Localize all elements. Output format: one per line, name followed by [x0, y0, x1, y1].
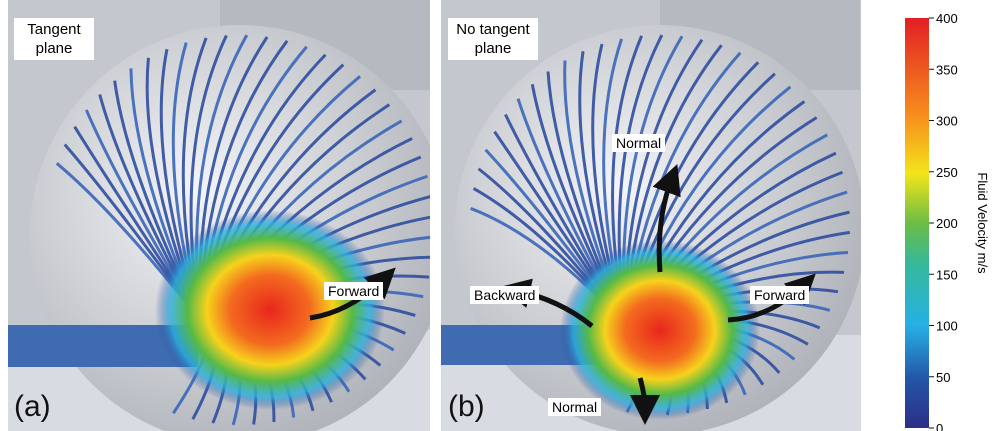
colorbar — [905, 18, 929, 428]
annotation: Forward — [750, 286, 809, 304]
panel-label: (a) — [14, 390, 51, 424]
colorbar-tick-label: 0 — [936, 421, 943, 431]
colorbar-tick-label: 350 — [936, 62, 958, 77]
colorbar-tick-label: 400 — [936, 11, 958, 26]
colorbar-tick-label: 200 — [936, 216, 958, 231]
colorbar-tick-label: 100 — [936, 319, 958, 334]
annotation: Backward — [470, 286, 539, 304]
panel-b-image — [441, 0, 865, 431]
colorbar-tick-label: 50 — [936, 370, 950, 385]
annotation: Forward — [324, 282, 383, 300]
colorbar-label: Fluid Velocity m/s — [975, 172, 990, 274]
page: 0 50 100 150 200 250 300 350 400 Fluid Velocity … — [0, 0, 993, 431]
colorbar-tick-label: 150 — [936, 267, 958, 282]
panel-label: (b) — [448, 390, 485, 424]
panel-a-image — [8, 0, 450, 431]
figure: 0 50 100 150 200 250 300 350 400 Fluid Velocity … — [0, 0, 993, 431]
annotation: Normal — [612, 134, 665, 152]
caption: No tangent plane — [448, 18, 538, 60]
colorbar-tick-label: 250 — [936, 165, 958, 180]
annotation: Normal — [548, 398, 601, 416]
caption: Tangent plane — [14, 18, 94, 60]
colorbar-tick-label: 300 — [936, 114, 958, 129]
